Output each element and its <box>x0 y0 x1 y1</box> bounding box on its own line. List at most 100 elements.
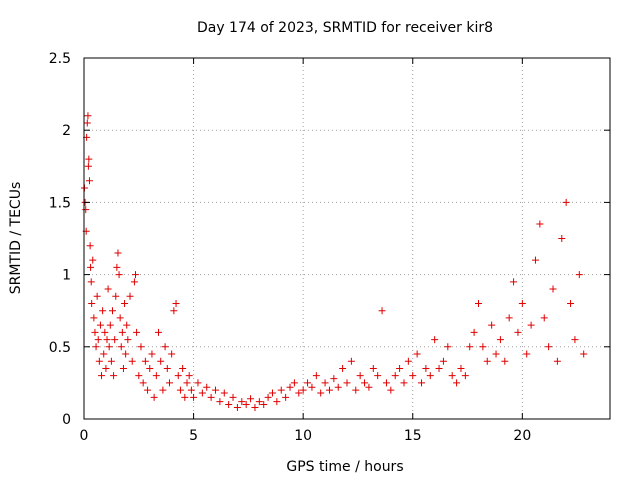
data-point <box>220 389 228 397</box>
data-point <box>93 292 101 300</box>
data-point <box>118 328 126 336</box>
data-point <box>94 336 102 344</box>
data-point <box>273 398 281 406</box>
data-point <box>304 379 312 387</box>
data-point <box>190 393 198 401</box>
data-point <box>95 357 103 365</box>
data-point <box>369 364 377 372</box>
data-point <box>102 364 110 372</box>
data-point <box>308 383 316 391</box>
data-point <box>321 379 329 387</box>
data-point <box>457 364 465 372</box>
x-tick-label: 5 <box>189 428 198 444</box>
data-point <box>242 401 250 409</box>
data-point <box>545 343 553 351</box>
data-point <box>159 386 167 394</box>
data-point <box>343 379 351 387</box>
data-point <box>580 350 588 358</box>
data-point <box>101 328 109 336</box>
data-point <box>444 343 452 351</box>
data-points <box>80 112 588 411</box>
data-point <box>212 386 219 394</box>
data-point <box>536 220 544 228</box>
x-axis-title: GPS time / hours <box>286 459 403 475</box>
data-point <box>571 336 579 344</box>
data-point <box>126 292 134 300</box>
x-tick-label: 10 <box>294 428 312 444</box>
data-point <box>400 379 408 387</box>
data-point <box>106 321 114 329</box>
data-point <box>92 343 100 351</box>
data-point <box>119 364 127 372</box>
data-point <box>251 403 259 411</box>
data-point <box>163 364 171 372</box>
data-point <box>203 383 211 391</box>
data-point <box>132 271 140 279</box>
data-point <box>422 364 430 372</box>
data-point <box>413 350 421 358</box>
data-point <box>317 389 325 397</box>
data-point <box>185 372 193 380</box>
data-point <box>176 386 184 394</box>
data-point <box>453 379 461 387</box>
data-point <box>172 299 180 307</box>
y-tick-label: 1 <box>62 268 71 284</box>
data-point <box>152 372 160 380</box>
data-point <box>330 375 338 383</box>
data-point <box>96 321 104 329</box>
data-point <box>83 119 91 127</box>
data-point <box>89 256 97 264</box>
data-point <box>150 393 158 401</box>
data-point <box>141 357 149 365</box>
data-point <box>88 299 96 307</box>
data-point <box>431 336 439 344</box>
data-point <box>518 299 526 307</box>
data-point <box>531 256 539 264</box>
data-point <box>260 401 268 409</box>
data-point <box>356 372 364 380</box>
data-point <box>144 386 152 394</box>
data-point <box>99 307 107 315</box>
data-point <box>84 162 92 170</box>
data-point <box>110 372 118 380</box>
data-point <box>238 398 246 406</box>
data-point <box>130 278 138 286</box>
data-point <box>439 357 447 365</box>
data-point <box>365 383 373 391</box>
data-point <box>418 379 426 387</box>
data-point <box>461 372 469 380</box>
data-point <box>183 379 191 387</box>
data-point <box>139 379 147 387</box>
data-point <box>523 350 531 358</box>
data-point <box>488 321 496 329</box>
data-point <box>117 343 125 351</box>
data-point <box>103 336 111 344</box>
data-point <box>179 364 187 372</box>
data-point <box>98 372 106 380</box>
data-point <box>233 403 241 411</box>
data-point <box>549 285 557 293</box>
data-point <box>86 242 94 250</box>
data-point <box>161 343 169 351</box>
data-point <box>198 389 206 397</box>
data-point <box>286 383 294 391</box>
data-point <box>361 379 369 387</box>
y-tick-label: 2.5 <box>49 51 71 67</box>
data-point <box>113 263 121 271</box>
data-point <box>187 386 195 394</box>
data-point <box>122 350 130 358</box>
data-point <box>105 343 113 351</box>
data-point <box>87 278 95 286</box>
data-point <box>157 357 165 365</box>
data-point <box>91 328 99 336</box>
data-point <box>334 383 342 391</box>
data-point <box>84 112 92 120</box>
x-tick-label: 15 <box>404 428 422 444</box>
data-point <box>137 343 145 351</box>
data-point <box>82 206 90 214</box>
data-point <box>409 372 417 380</box>
data-point <box>87 263 95 271</box>
data-point <box>426 372 434 380</box>
data-point <box>448 372 456 380</box>
data-point <box>148 350 156 358</box>
